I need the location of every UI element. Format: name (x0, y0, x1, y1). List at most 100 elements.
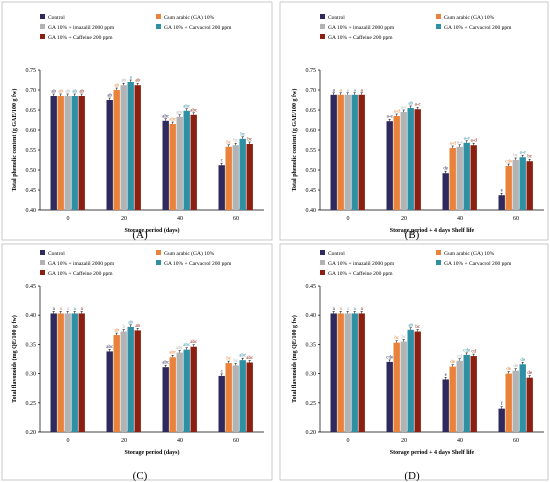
significance-label: a-d (394, 110, 401, 115)
significance-label: de (450, 360, 456, 365)
legend-label: Control (48, 15, 65, 21)
significance-label: bc (527, 155, 533, 160)
x-tick-label: 40 (177, 438, 183, 444)
legend-label: GA 10% + imazalil 2000 ppm (328, 261, 395, 267)
bar (71, 96, 78, 210)
legend-swatch (40, 24, 45, 29)
significance-label: ab (114, 84, 119, 89)
y-axis-title: Total flavonoids (mg QE/100 g fw) (11, 315, 18, 403)
significance-label: ab (51, 90, 56, 95)
y-tick-label: 0.50 (306, 168, 317, 174)
legend-label: Gum arabic (GA) 10% (164, 14, 215, 21)
bar (463, 354, 470, 432)
significance-label: a-e (387, 115, 394, 120)
x-tick-label: 40 (457, 216, 463, 222)
legend-item: GA 10% + imazalil 2000 ppm (40, 24, 115, 31)
bar (127, 326, 134, 432)
bar (449, 366, 456, 432)
legend-item: Control (40, 250, 65, 257)
significance-label: de (506, 367, 512, 372)
bar (456, 360, 463, 432)
bar (176, 116, 183, 210)
significance-label: ab (408, 323, 413, 328)
legend-label: GA 10% + Caffeine 200 ppm (48, 270, 113, 277)
bar (218, 165, 225, 210)
significance-label: b (122, 325, 125, 330)
bar (183, 110, 190, 210)
bar (225, 146, 232, 210)
legend-swatch (40, 34, 45, 39)
significance-label: ab (79, 90, 84, 95)
legend-swatch (320, 260, 325, 265)
legend-label: GA 10% + imazalil 2000 ppm (328, 25, 395, 31)
bar (512, 160, 519, 210)
bar (120, 331, 127, 432)
significance-label: a-e (520, 151, 527, 156)
x-axis-title: Storage period (days) (125, 227, 180, 234)
y-tick-label: 0.60 (306, 128, 317, 134)
significance-label: e (445, 373, 448, 378)
x-tick-label: 20 (401, 438, 407, 444)
bar (407, 329, 414, 432)
y-tick-label: 0.75 (26, 68, 37, 74)
significance-label: de (513, 364, 519, 369)
bar (498, 195, 505, 210)
chart-panel-1: Control Gum arabic (GA) 10% GA 10% + imaza… (1, 1, 273, 241)
bar (505, 373, 512, 432)
significance-label: c (221, 369, 224, 374)
significance-label: a (81, 307, 84, 312)
bar (498, 408, 505, 432)
bar (106, 351, 113, 432)
significance-label: abc (106, 345, 114, 350)
significance-label: ab (135, 79, 140, 84)
significance-label: a (333, 88, 336, 93)
legend-swatch (320, 270, 325, 275)
significance-label: f (501, 402, 503, 407)
x-axis-title: Storage period + 4 days Shelf life (390, 228, 475, 234)
bar (463, 142, 470, 210)
panel-caption: (A) (132, 229, 148, 241)
y-tick-label: 0.45 (306, 188, 317, 194)
x-tick-label: 60 (513, 216, 519, 222)
bar (526, 377, 533, 432)
significance-label: abc (183, 104, 191, 109)
significance-label: cd (457, 354, 462, 359)
significance-label: bc (401, 335, 407, 340)
significance-label: a-c (415, 103, 422, 108)
legend-swatch (320, 250, 325, 255)
legend-label: GA 10% + Carvacrol 200 ppm (444, 25, 512, 31)
significance-label: bc (415, 325, 421, 330)
bar (386, 361, 393, 432)
legend-item: Gum arabic (GA) 10% (436, 250, 495, 257)
legend-item: GA 10% + Caffeine 200 ppm (40, 270, 113, 277)
y-tick-label: 0.25 (26, 401, 37, 407)
bar (414, 109, 421, 210)
legend-label: Control (328, 251, 345, 257)
x-tick-label: 20 (121, 438, 127, 444)
legend-item: GA 10% + Caffeine 200 ppm (320, 270, 393, 277)
bar (225, 363, 232, 432)
significance-label: ab (58, 90, 63, 95)
legend-label: GA 10% + Carvacrol 200 ppm (164, 261, 232, 267)
y-tick-label: 0.65 (306, 108, 317, 114)
y-tick-label: 0.60 (26, 128, 37, 134)
y-tick-label: 0.35 (306, 342, 317, 348)
bar (351, 313, 358, 432)
significance-label: a (53, 307, 56, 312)
significance-label: cde (386, 355, 394, 360)
significance-label: a-e (464, 136, 471, 141)
legend-item: GA 10% + Carvacrol 200 ppm (156, 24, 232, 31)
legend-item: Control (40, 14, 65, 21)
significance-label: abc (162, 114, 170, 119)
significance-label: ab (408, 102, 413, 107)
bar (57, 96, 64, 210)
significance-label: ab (114, 329, 119, 334)
y-tick-label: 0.70 (26, 88, 37, 94)
bar (113, 335, 120, 432)
significance-label: bc (233, 359, 239, 364)
bar (57, 313, 64, 432)
significance-label: abc (239, 354, 247, 359)
bar (246, 144, 253, 210)
significance-label: abc (190, 108, 198, 113)
legend-swatch (320, 34, 325, 39)
